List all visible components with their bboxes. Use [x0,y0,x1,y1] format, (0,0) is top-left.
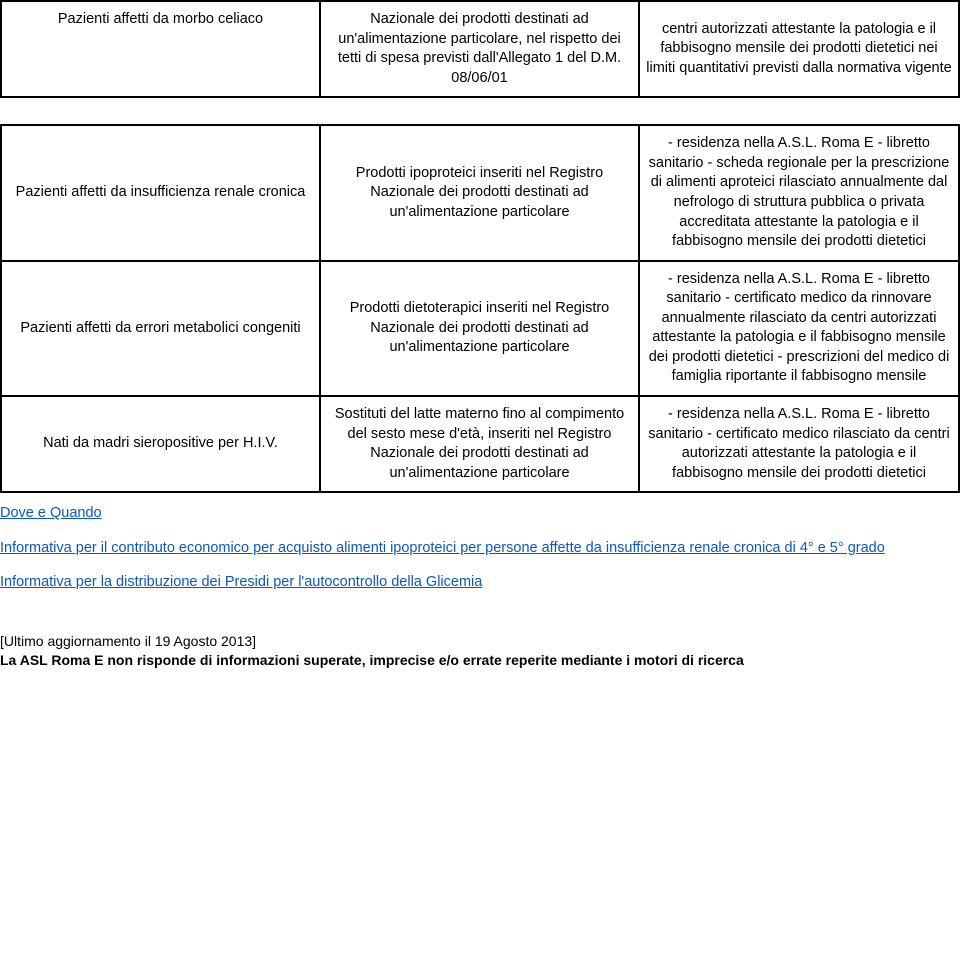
footer-section: [Ultimo aggiornamento il 19 Agosto 2013]… [0,632,960,670]
table-gap [1,97,959,125]
cell-product: Nazionale dei prodotti destinati ad un'a… [320,1,639,97]
cell-product: Sostituti del latte materno fino al comp… [320,396,639,492]
cell-requirements: - residenza nella A.S.L. Roma E - libret… [639,125,959,260]
link-dove-quando[interactable]: Dove e Quando [0,505,102,521]
link-informativa-ipoproteici[interactable]: Informativa per il contributo economico … [0,540,885,556]
links-section: Dove e Quando Informativa per il contrib… [0,503,960,592]
table-row: Pazienti affetti da errori metabolici co… [1,261,959,396]
document-page: Pazienti affetti da morbo celiaco Nazion… [0,0,960,670]
cell-product: Prodotti dietoterapici inseriti nel Regi… [320,261,639,396]
link-informativa-glicemia[interactable]: Informativa per la distribuzione dei Pre… [0,574,482,590]
disclaimer-text: La ASL Roma E non risponde di informazio… [0,651,960,670]
table-row: Nati da madri sieropositive per H.I.V. S… [1,396,959,492]
cell-requirements: - residenza nella A.S.L. Roma E - libret… [639,396,959,492]
cell-requirements: - residenza nella A.S.L. Roma E - libret… [639,261,959,396]
cell-patient: Pazienti affetti da morbo celiaco [1,1,320,97]
cell-product: Prodotti ipoproteici inseriti nel Regist… [320,125,639,260]
last-updated: [Ultimo aggiornamento il 19 Agosto 2013] [0,632,960,651]
conditions-table: Pazienti affetti da morbo celiaco Nazion… [0,0,960,493]
cell-patient: Nati da madri sieropositive per H.I.V. [1,396,320,492]
table-row: Pazienti affetti da morbo celiaco Nazion… [1,1,959,97]
cell-patient: Pazienti affetti da insufficienza renale… [1,125,320,260]
cell-requirements: centri autorizzati attestante la patolog… [639,1,959,97]
cell-patient: Pazienti affetti da errori metabolici co… [1,261,320,396]
table-row: Pazienti affetti da insufficienza renale… [1,125,959,260]
